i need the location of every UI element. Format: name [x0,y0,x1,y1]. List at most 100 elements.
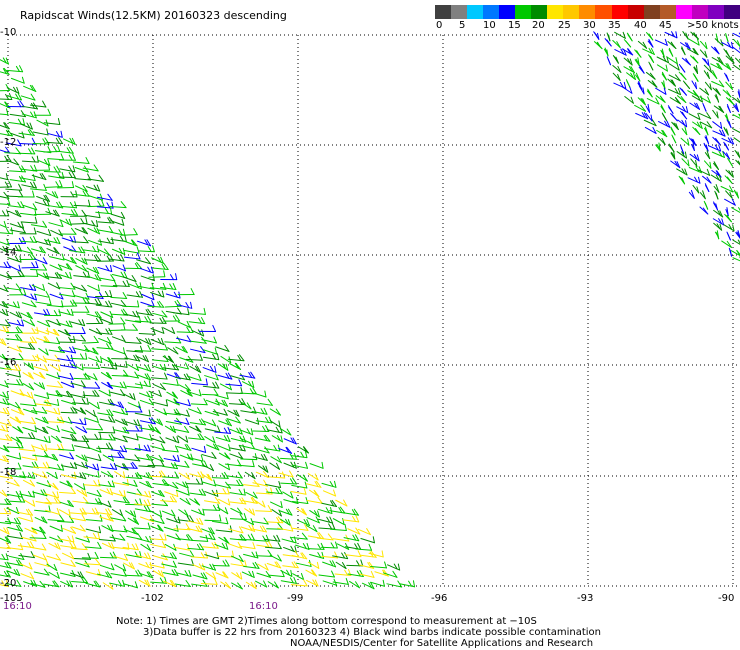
wind-barb [656,129,668,138]
wind-barb [150,443,166,451]
wind-barb [123,581,138,589]
wind-barb [110,234,127,242]
wind-barb [48,542,61,550]
wind-barb [57,444,75,452]
wind-barb [265,542,282,550]
wind-barb [703,64,712,73]
wind-barb [679,87,687,96]
wind-barb [19,252,37,261]
wind-barb [612,40,621,49]
wind-barb [47,130,63,138]
wind-barb [244,508,255,516]
wind-barb [4,283,22,291]
wind-barb [203,503,221,511]
wind-barb [18,551,35,559]
lon-label: -96 [431,593,448,604]
wind-barb [191,445,207,453]
wind-barb [101,542,115,550]
wind-barb [151,436,166,444]
wind-barb [136,239,152,247]
wind-barb [113,426,130,434]
wind-barb [330,523,347,531]
wind-barb [724,113,730,123]
wind-barb [251,390,267,398]
wind-barb [648,54,655,63]
wind-barb [48,220,64,228]
wind-barb [0,419,12,427]
wind-barb [58,171,76,179]
lat-label: -12 [0,137,17,148]
wind-barb [214,399,228,407]
colorbar-swatch [579,5,596,19]
wind-barb [245,491,258,499]
wind-barb [702,175,712,184]
wind-barb [638,65,645,74]
wind-barb [692,126,701,135]
wind-barb [321,551,338,559]
wind-barb [43,165,61,173]
wind-barb [164,299,182,308]
wind-barb [8,319,24,327]
wind-barb [0,517,12,525]
wind-barb [30,246,46,254]
wind-barb [33,163,51,171]
wind-barb [61,398,76,406]
wind-barb [215,435,231,443]
wind-barb [100,310,114,318]
wind-barb [123,562,135,570]
wind-barb [344,550,362,558]
wind-barb [676,151,688,159]
wind-barb [109,533,126,541]
wind-barb [634,104,647,112]
wind-barb [57,320,73,328]
wind-speed-colorbar [435,5,740,19]
wind-barb [188,407,202,415]
wind-barb [163,454,180,462]
wind-barb [712,129,726,137]
wind-barb [75,454,88,462]
wind-barb [19,227,37,235]
wind-barb [269,462,280,470]
wind-barb [164,408,181,416]
wind-barb [95,508,113,516]
wind-barb [357,528,371,536]
wind-barb [735,57,740,64]
wind-barb [179,497,191,506]
wind-barb [266,487,283,495]
wind-barb [202,381,220,389]
wind-barb [59,569,76,577]
wind-barb [0,154,12,162]
wind-barb [229,452,244,460]
wind-barb [162,471,180,479]
wind-barb [44,453,59,461]
wind-barb [243,551,259,559]
wind-barb [229,427,243,435]
wind-barb [179,550,195,558]
wind-barb [9,175,26,183]
wind-barb [283,437,297,445]
wind-barb [6,568,21,576]
wind-barb [0,527,10,535]
wind-barb [23,362,34,370]
wind-barb [82,389,100,397]
wind-barb [98,500,112,508]
wind-barb [22,425,37,433]
wind-barb [4,462,22,470]
wind-barb [110,514,127,522]
wind-barb [60,190,78,198]
wind-barb [134,315,152,323]
wind-barb [6,452,22,460]
wind-barb [167,347,179,355]
wind-barb [58,282,76,290]
lat-lon-grid [7,34,740,587]
wind-barb [307,532,325,540]
wind-barb [730,249,740,257]
wind-barb [30,263,47,271]
wind-barb [86,423,103,431]
wind-barb [176,325,194,333]
wind-barb [45,507,60,515]
wind-barb [725,81,733,90]
wind-barb [189,488,206,496]
wind-barb [309,551,325,559]
